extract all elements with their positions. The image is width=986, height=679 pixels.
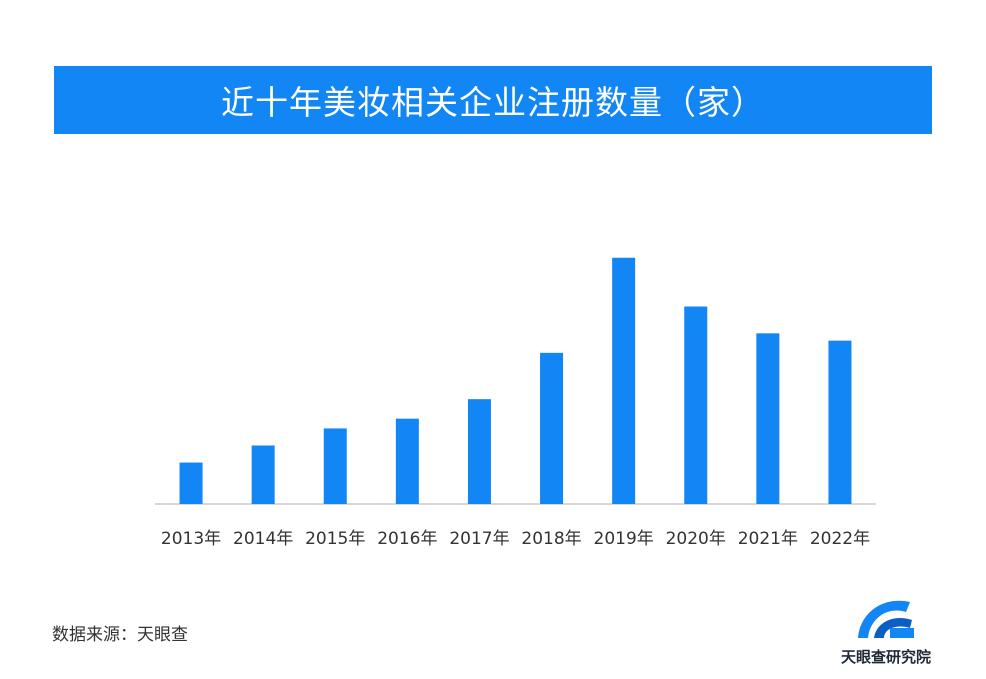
chart-title: 近十年美妆相关企业注册数量（家） <box>221 83 765 122</box>
logo-mark-icon <box>858 600 914 638</box>
x-tick-label-4: 2017年 <box>449 529 509 549</box>
x-tick-label-6: 2019年 <box>594 529 654 549</box>
chart-title-banner: 近十年美妆相关企业注册数量（家） <box>54 66 932 134</box>
tianyancha-logo: 天眼查研究院 <box>834 592 938 672</box>
bar-4 <box>467 399 491 504</box>
data-source-note: 数据来源：天眼查 <box>52 625 188 645</box>
x-tick-label-9: 2022年 <box>810 529 870 549</box>
bar-5 <box>540 352 564 504</box>
bar-2 <box>323 428 347 504</box>
x-tick-label-3: 2016年 <box>377 529 437 549</box>
x-tick-label-7: 2020年 <box>666 529 726 549</box>
bar-0 <box>179 462 203 504</box>
bar-8 <box>756 333 780 504</box>
x-tick-label-8: 2021年 <box>738 529 798 549</box>
x-tick-label-2: 2015年 <box>305 529 365 549</box>
bar-1 <box>251 445 275 504</box>
logo-text: 天眼查研究院 <box>840 648 931 666</box>
x-tick-label-1: 2014年 <box>233 529 293 549</box>
bar-6 <box>612 257 636 504</box>
bar-9 <box>828 340 852 504</box>
x-tick-label-5: 2018年 <box>521 529 581 549</box>
bar-7 <box>684 306 708 504</box>
bar-3 <box>395 418 419 504</box>
x-tick-label-0: 2013年 <box>161 529 221 549</box>
